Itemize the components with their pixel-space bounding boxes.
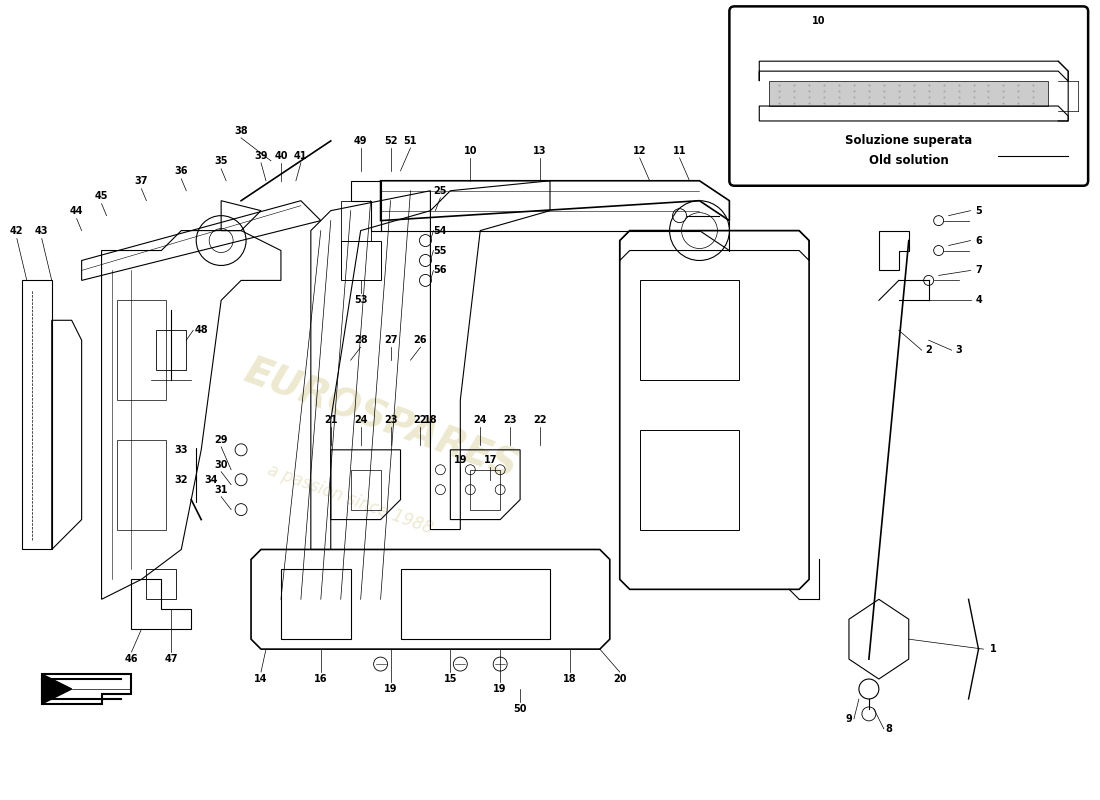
Bar bbox=[351, 470, 381, 510]
Text: 4: 4 bbox=[975, 295, 982, 306]
Text: 17: 17 bbox=[484, 454, 497, 465]
Text: 6: 6 bbox=[975, 235, 982, 246]
Text: 24: 24 bbox=[354, 415, 367, 425]
Text: 33: 33 bbox=[175, 445, 188, 455]
Text: 3: 3 bbox=[955, 345, 962, 355]
Bar bbox=[341, 241, 381, 281]
Text: 19: 19 bbox=[384, 684, 397, 694]
Bar bbox=[117, 300, 166, 400]
Text: 32: 32 bbox=[175, 474, 188, 485]
Text: 35: 35 bbox=[214, 156, 228, 166]
Text: 38: 38 bbox=[234, 126, 248, 136]
Text: 13: 13 bbox=[534, 146, 547, 156]
Text: 22: 22 bbox=[534, 415, 547, 425]
Text: 31: 31 bbox=[214, 485, 228, 494]
Text: 42: 42 bbox=[10, 226, 23, 235]
Text: 53: 53 bbox=[354, 295, 367, 306]
Bar bbox=[640, 281, 739, 380]
Text: 29: 29 bbox=[214, 435, 228, 445]
Text: 46: 46 bbox=[124, 654, 139, 664]
FancyBboxPatch shape bbox=[729, 6, 1088, 186]
Bar bbox=[769, 81, 1048, 106]
Text: 56: 56 bbox=[433, 266, 447, 275]
Text: 41: 41 bbox=[294, 151, 308, 161]
Text: 27: 27 bbox=[384, 335, 397, 346]
Text: 10: 10 bbox=[463, 146, 477, 156]
Text: 18: 18 bbox=[563, 674, 576, 684]
Text: 45: 45 bbox=[95, 190, 108, 201]
Bar bbox=[156, 330, 186, 370]
Text: 40: 40 bbox=[274, 151, 288, 161]
Text: 54: 54 bbox=[433, 226, 447, 235]
Text: 43: 43 bbox=[35, 226, 48, 235]
Text: 9: 9 bbox=[846, 714, 852, 724]
Text: 10: 10 bbox=[812, 16, 826, 26]
Text: 16: 16 bbox=[314, 674, 328, 684]
Text: 15: 15 bbox=[443, 674, 458, 684]
Text: 7: 7 bbox=[975, 266, 982, 275]
Polygon shape bbox=[42, 679, 121, 699]
Text: 19: 19 bbox=[494, 684, 507, 694]
Text: 11: 11 bbox=[673, 146, 686, 156]
Bar bbox=[341, 201, 371, 241]
Text: 30: 30 bbox=[214, 460, 228, 470]
Text: 52: 52 bbox=[384, 136, 397, 146]
Bar bbox=[471, 470, 501, 510]
Text: 5: 5 bbox=[975, 206, 982, 216]
Text: 37: 37 bbox=[134, 176, 148, 186]
Text: 12: 12 bbox=[632, 146, 647, 156]
Text: 1: 1 bbox=[990, 644, 997, 654]
Text: a passion since 1988: a passion since 1988 bbox=[265, 462, 436, 538]
Bar bbox=[640, 430, 739, 530]
Text: 28: 28 bbox=[354, 335, 367, 346]
Text: 47: 47 bbox=[165, 654, 178, 664]
Text: EUROSPARES: EUROSPARES bbox=[239, 353, 522, 487]
Text: 21: 21 bbox=[324, 415, 338, 425]
Text: 23: 23 bbox=[504, 415, 517, 425]
Text: 25: 25 bbox=[433, 186, 447, 196]
Text: 8: 8 bbox=[886, 724, 892, 734]
Text: Soluzione superata: Soluzione superata bbox=[845, 134, 972, 147]
Text: 23: 23 bbox=[384, 415, 397, 425]
Text: 48: 48 bbox=[195, 326, 208, 335]
Text: 55: 55 bbox=[433, 246, 447, 255]
Polygon shape bbox=[42, 674, 72, 704]
Text: 34: 34 bbox=[205, 474, 218, 485]
Text: 18: 18 bbox=[424, 415, 437, 425]
Text: 44: 44 bbox=[70, 206, 84, 216]
Text: Old solution: Old solution bbox=[869, 154, 948, 167]
Text: 26: 26 bbox=[414, 335, 427, 346]
Text: 49: 49 bbox=[354, 136, 367, 146]
Text: 20: 20 bbox=[613, 674, 627, 684]
Bar bbox=[146, 570, 176, 599]
Text: 14: 14 bbox=[254, 674, 267, 684]
Text: 36: 36 bbox=[175, 166, 188, 176]
Text: 19: 19 bbox=[453, 454, 468, 465]
Text: 39: 39 bbox=[254, 151, 267, 161]
Bar bbox=[117, 440, 166, 530]
Text: 24: 24 bbox=[473, 415, 487, 425]
Text: 51: 51 bbox=[404, 136, 417, 146]
Text: 50: 50 bbox=[514, 704, 527, 714]
Text: 2: 2 bbox=[925, 345, 932, 355]
Text: 22: 22 bbox=[414, 415, 427, 425]
